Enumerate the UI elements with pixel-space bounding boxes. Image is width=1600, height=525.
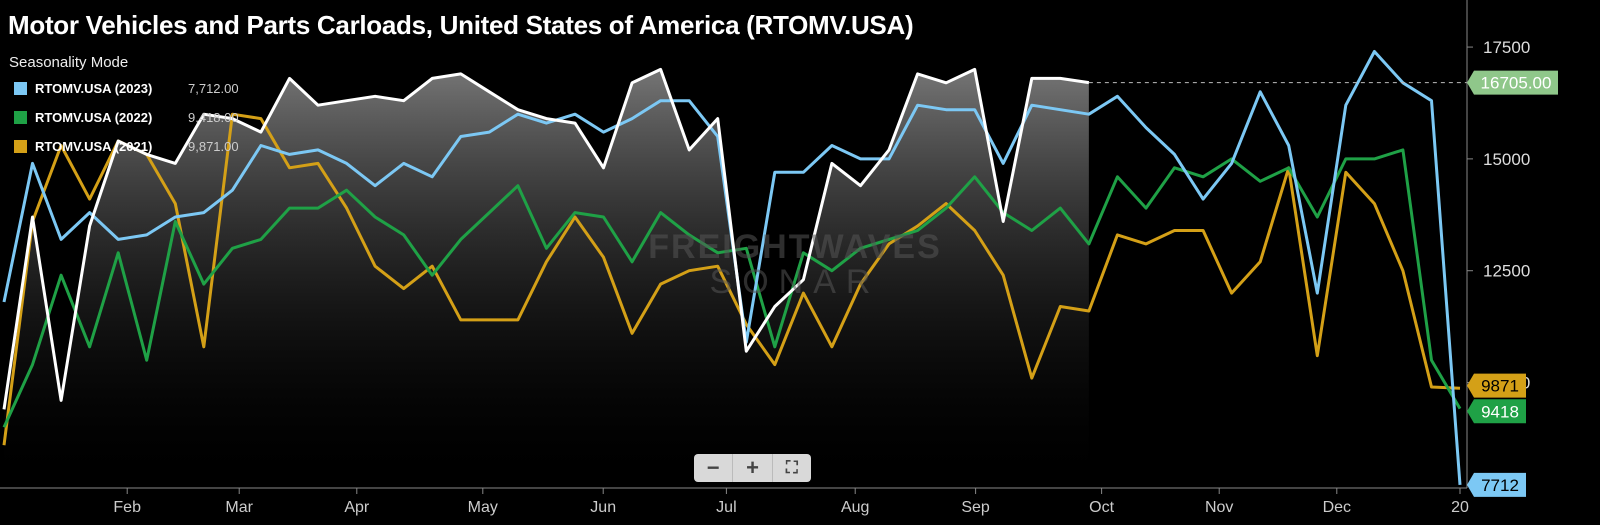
x-tick-label: Feb: [113, 499, 141, 516]
legend-value: 7,712.00: [188, 81, 239, 96]
last-value-flag: 16705.00: [1467, 70, 1558, 95]
zoom-out-button[interactable]: −: [694, 454, 734, 482]
zoom-in-button[interactable]: +: [733, 454, 773, 482]
x-tick-label: Sep: [961, 499, 990, 516]
legend-name: RTOMV.USA (2022): [35, 110, 153, 125]
chart-title: Motor Vehicles and Parts Carloads, Unite…: [8, 10, 914, 40]
end-flag-2022-shape: [1467, 399, 1526, 424]
series-line-2021: [2, 112, 1461, 446]
x-tick-label: Aug: [841, 499, 869, 516]
x-tick-label: Jul: [716, 499, 736, 516]
x-tick-label: May: [468, 499, 498, 516]
last-value-flag-text: 16705.00: [1481, 74, 1552, 93]
y-tick-label: 17500: [1483, 38, 1530, 57]
end-flag-2022-text: 9418: [1481, 402, 1519, 421]
seasonality-mode-label[interactable]: Seasonality Mode: [9, 54, 129, 71]
x-tick-label: Jun: [590, 499, 616, 516]
end-labels: 16705.00 9871 9418 7712: [1467, 70, 1558, 497]
series-line-2022: [2, 148, 1462, 428]
y-tick-label: 12500: [1483, 262, 1530, 281]
x-tick-label: Dec: [1323, 499, 1351, 516]
legend-swatch-2021: [14, 140, 27, 153]
end-flag-2021-shape: [1467, 373, 1526, 398]
legend-swatch-2022: [14, 111, 27, 124]
area-fill-current-year: [4, 69, 1089, 489]
x-tick-label: Oct: [1089, 499, 1114, 516]
x-tick-label: 20: [1451, 499, 1469, 516]
end-flag-2023-text: 7712: [1481, 476, 1519, 495]
series-line-current: [2, 67, 1090, 410]
fit-screen-button[interactable]: ⛶: [785, 458, 798, 477]
plot-area: [2, 50, 1467, 489]
y-tick-label: 15000: [1483, 150, 1530, 169]
x-tick-label: Nov: [1205, 499, 1233, 516]
legend-value: 9,871.00: [188, 139, 239, 154]
end-flag-2021: 9871: [1467, 373, 1526, 398]
last-value-flag-shape: [1467, 70, 1558, 95]
end-flag-2022: 9418: [1467, 399, 1526, 424]
zoom-controls: − + ⛶: [694, 454, 811, 482]
legend-name: RTOMV.USA (2021): [35, 139, 153, 154]
legend-swatch-2023: [14, 82, 27, 95]
legend-value: 9,418.00: [188, 110, 239, 125]
end-flag-2021-text: 9871: [1481, 377, 1519, 396]
legend-name: RTOMV.USA (2023): [35, 81, 153, 96]
x-tick-label: Apr: [344, 499, 370, 516]
x-tick-label: Mar: [225, 499, 253, 516]
end-flag-2023-shape: [1467, 472, 1526, 497]
end-flag-2023: 7712: [1467, 472, 1526, 497]
